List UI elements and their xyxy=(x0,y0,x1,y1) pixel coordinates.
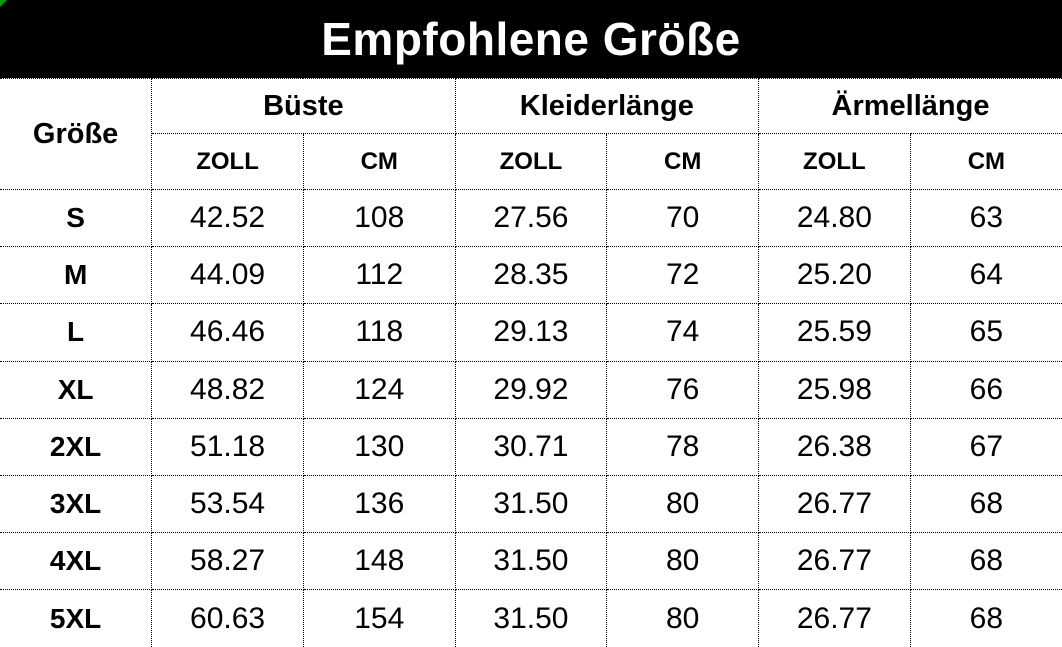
value-cell: 46.46 xyxy=(151,303,304,362)
table-row-4xl: 4XL 58.27 148 31.50 80 26.77 68 xyxy=(0,532,1062,591)
table-row-s: S 42.52 108 27.56 70 24.80 63 xyxy=(0,188,1062,248)
value-cell: 26.77 xyxy=(758,474,911,534)
unit-header-bust-cm: CM xyxy=(302,133,456,190)
unit-header-bust-zoll: ZOLL xyxy=(151,133,304,190)
value-cell: 124 xyxy=(302,360,456,419)
value-cell: 44.09 xyxy=(151,246,304,305)
value-cell: 67 xyxy=(909,417,1062,476)
value-cell: 148 xyxy=(302,532,456,591)
value-cell: 29.13 xyxy=(454,303,608,362)
title-banner: Empfohlene Größe xyxy=(0,0,1062,78)
column-header-size: Größe xyxy=(0,78,153,190)
value-cell: 31.50 xyxy=(454,589,608,647)
value-cell: 118 xyxy=(302,303,456,362)
value-cell: 80 xyxy=(606,589,760,647)
value-cell: 48.82 xyxy=(151,360,304,419)
table-row-5xl: 5XL 60.63 154 31.50 80 26.77 68 xyxy=(0,589,1062,647)
value-cell: 24.80 xyxy=(758,188,911,248)
value-cell: 154 xyxy=(302,589,456,647)
value-cell: 68 xyxy=(909,474,1062,534)
value-cell: 112 xyxy=(302,246,456,305)
value-cell: 80 xyxy=(606,474,760,534)
value-cell: 25.59 xyxy=(758,303,911,362)
table-row-2xl: 2XL 51.18 130 30.71 78 26.38 67 xyxy=(0,417,1062,476)
size-cell: 4XL xyxy=(0,532,153,591)
table-row-xl: XL 48.82 124 29.92 76 25.98 66 xyxy=(0,360,1062,419)
value-cell: 65 xyxy=(909,303,1062,362)
value-cell: 31.50 xyxy=(454,532,608,591)
value-cell: 25.20 xyxy=(758,246,911,305)
page-title: Empfohlene Größe xyxy=(321,13,741,65)
table-body: S 42.52 108 27.56 70 24.80 63 M 44.09 11… xyxy=(0,188,1062,647)
value-cell: 28.35 xyxy=(454,246,608,305)
unit-header-row: ZOLL CM ZOLL CM ZOLL CM xyxy=(0,133,1062,190)
value-cell: 76 xyxy=(606,360,760,419)
column-header-dress-length: Kleiderlänge xyxy=(454,78,760,134)
value-cell: 27.56 xyxy=(454,188,608,248)
size-cell: 2XL xyxy=(0,417,153,476)
size-cell: 3XL xyxy=(0,474,153,534)
value-cell: 26.38 xyxy=(758,417,911,476)
size-cell: L xyxy=(0,303,153,362)
unit-header-sleeve-zoll: ZOLL xyxy=(758,133,911,190)
size-cell: XL xyxy=(0,360,153,419)
value-cell: 51.18 xyxy=(151,417,304,476)
value-cell: 68 xyxy=(909,589,1062,647)
value-cell: 80 xyxy=(606,532,760,591)
column-header-sleeve-length: Ärmellänge xyxy=(758,78,1062,134)
value-cell: 25.98 xyxy=(758,360,911,419)
size-table: Größe Büste Kleiderlänge Ärmellänge ZOLL… xyxy=(0,78,1062,647)
unit-header-dress-cm: CM xyxy=(606,133,760,190)
table-row-3xl: 3XL 53.54 136 31.50 80 26.77 68 xyxy=(0,474,1062,534)
value-cell: 63 xyxy=(909,188,1062,248)
value-cell: 66 xyxy=(909,360,1062,419)
value-cell: 53.54 xyxy=(151,474,304,534)
value-cell: 58.27 xyxy=(151,532,304,591)
value-cell: 64 xyxy=(909,246,1062,305)
value-cell: 136 xyxy=(302,474,456,534)
unit-header-dress-zoll: ZOLL xyxy=(454,133,608,190)
value-cell: 74 xyxy=(606,303,760,362)
column-header-bust: Büste xyxy=(151,78,456,134)
value-cell: 78 xyxy=(606,417,760,476)
value-cell: 60.63 xyxy=(151,589,304,647)
value-cell: 130 xyxy=(302,417,456,476)
corner-triangle-icon xyxy=(0,0,7,7)
value-cell: 30.71 xyxy=(454,417,608,476)
value-cell: 26.77 xyxy=(758,589,911,647)
size-cell: S xyxy=(0,188,153,248)
value-cell: 70 xyxy=(606,188,760,248)
value-cell: 31.50 xyxy=(454,474,608,534)
value-cell: 26.77 xyxy=(758,532,911,591)
value-cell: 68 xyxy=(909,532,1062,591)
value-cell: 29.92 xyxy=(454,360,608,419)
table-header: Größe Büste Kleiderlänge Ärmellänge ZOLL… xyxy=(0,78,1062,190)
table-row-l: L 46.46 118 29.13 74 25.59 65 xyxy=(0,303,1062,362)
value-cell: 72 xyxy=(606,246,760,305)
value-cell: 108 xyxy=(302,188,456,248)
size-cell: M xyxy=(0,246,153,305)
size-cell: 5XL xyxy=(0,589,153,647)
group-header-row: Größe Büste Kleiderlänge Ärmellänge xyxy=(0,78,1062,190)
unit-header-sleeve-cm: CM xyxy=(909,133,1062,190)
value-cell: 42.52 xyxy=(151,188,304,248)
table-row-m: M 44.09 112 28.35 72 25.20 64 xyxy=(0,246,1062,305)
